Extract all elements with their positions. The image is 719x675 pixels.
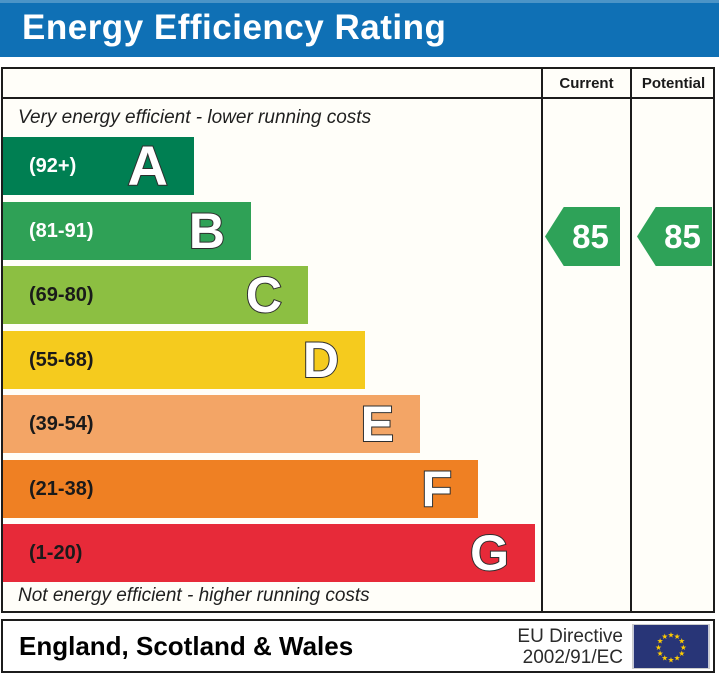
svg-text:★: ★ — [668, 655, 675, 664]
svg-text:★: ★ — [657, 649, 664, 658]
potential-column-header: Potential — [641, 74, 706, 92]
svg-text:★: ★ — [674, 654, 681, 663]
footer: England, Scotland & Wales EU Directive 2… — [1, 619, 715, 673]
eu-flag-stars: ★ ★ ★ ★ ★ ★ ★ ★ ★ ★ ★ ★ — [655, 630, 687, 664]
band-row-c: (69-80) C — [3, 266, 308, 324]
svg-text:★: ★ — [668, 630, 675, 639]
band-bar-e: (39-54) E — [3, 395, 420, 453]
band-row-a: (92+) A — [3, 134, 194, 197]
svg-text:★: ★ — [661, 632, 668, 641]
svg-text:★: ★ — [678, 649, 685, 658]
svg-text:★: ★ — [674, 632, 681, 641]
current-rating-value: 85 — [572, 217, 609, 255]
band-letter-d: D — [302, 331, 340, 389]
band-bar-f: (21-38) F — [3, 460, 478, 518]
band-bar-c: (69-80) C — [3, 266, 308, 324]
band-letter-g: G — [469, 524, 510, 582]
eu-directive-label: EU Directive 2002/91/EC — [517, 626, 623, 668]
band-range-f: (21-38) — [29, 477, 94, 500]
band-letter-c: C — [245, 266, 283, 324]
band-bar-b: (81-91) B — [3, 202, 251, 260]
band-range-a: (92+) — [29, 154, 77, 177]
current-column-divider — [541, 67, 543, 613]
svg-text:★: ★ — [661, 654, 668, 663]
svg-text:★: ★ — [678, 637, 685, 646]
band-letter-f: F — [420, 460, 453, 518]
band-letter-a: A — [127, 134, 169, 197]
band-row-g: (1-20) G — [3, 524, 535, 582]
bottom-note: Not energy efficient - higher running co… — [18, 585, 370, 606]
band-bar-d: (55-68) D — [3, 331, 365, 389]
band-row-f: (21-38) F — [3, 460, 478, 518]
title-bar: Energy Efficiency Rating — [0, 0, 719, 57]
page-title: Energy Efficiency Rating — [22, 8, 447, 47]
band-bar-a: (92+) A — [3, 134, 194, 197]
eu-directive-line1: EU Directive — [517, 626, 623, 647]
band-range-c: (69-80) — [29, 283, 94, 306]
band-row-d: (55-68) D — [3, 331, 365, 389]
band-range-b: (81-91) — [29, 219, 94, 242]
eu-flag-icon: ★ ★ ★ ★ ★ ★ ★ ★ ★ ★ ★ ★ — [632, 624, 710, 669]
potential-column-divider — [630, 67, 632, 613]
band-row-b: (81-91) B — [3, 202, 251, 260]
band-bar-g: (1-20) G — [3, 524, 535, 582]
band-range-d: (55-68) — [29, 348, 94, 371]
potential-rating-value: 85 — [664, 217, 701, 255]
svg-text:★: ★ — [655, 643, 662, 652]
svg-text:★: ★ — [680, 643, 687, 652]
region-label: England, Scotland & Wales — [19, 631, 354, 661]
svg-text:★: ★ — [657, 637, 664, 646]
eu-flag-background — [633, 625, 709, 668]
current-column-header: Current — [559, 74, 614, 92]
eu-directive-line2: 2002/91/EC — [522, 647, 623, 668]
band-letter-b: B — [188, 202, 226, 260]
header-separator-line — [1, 97, 715, 99]
band-row-e: (39-54) E — [3, 395, 420, 453]
top-note: Very energy efficient - lower running co… — [18, 107, 372, 128]
potential-rating-arrow: 85 — [637, 207, 712, 266]
band-range-g: (1-20) — [29, 541, 83, 564]
band-letter-e: E — [360, 395, 395, 453]
band-range-e: (39-54) — [29, 412, 94, 435]
